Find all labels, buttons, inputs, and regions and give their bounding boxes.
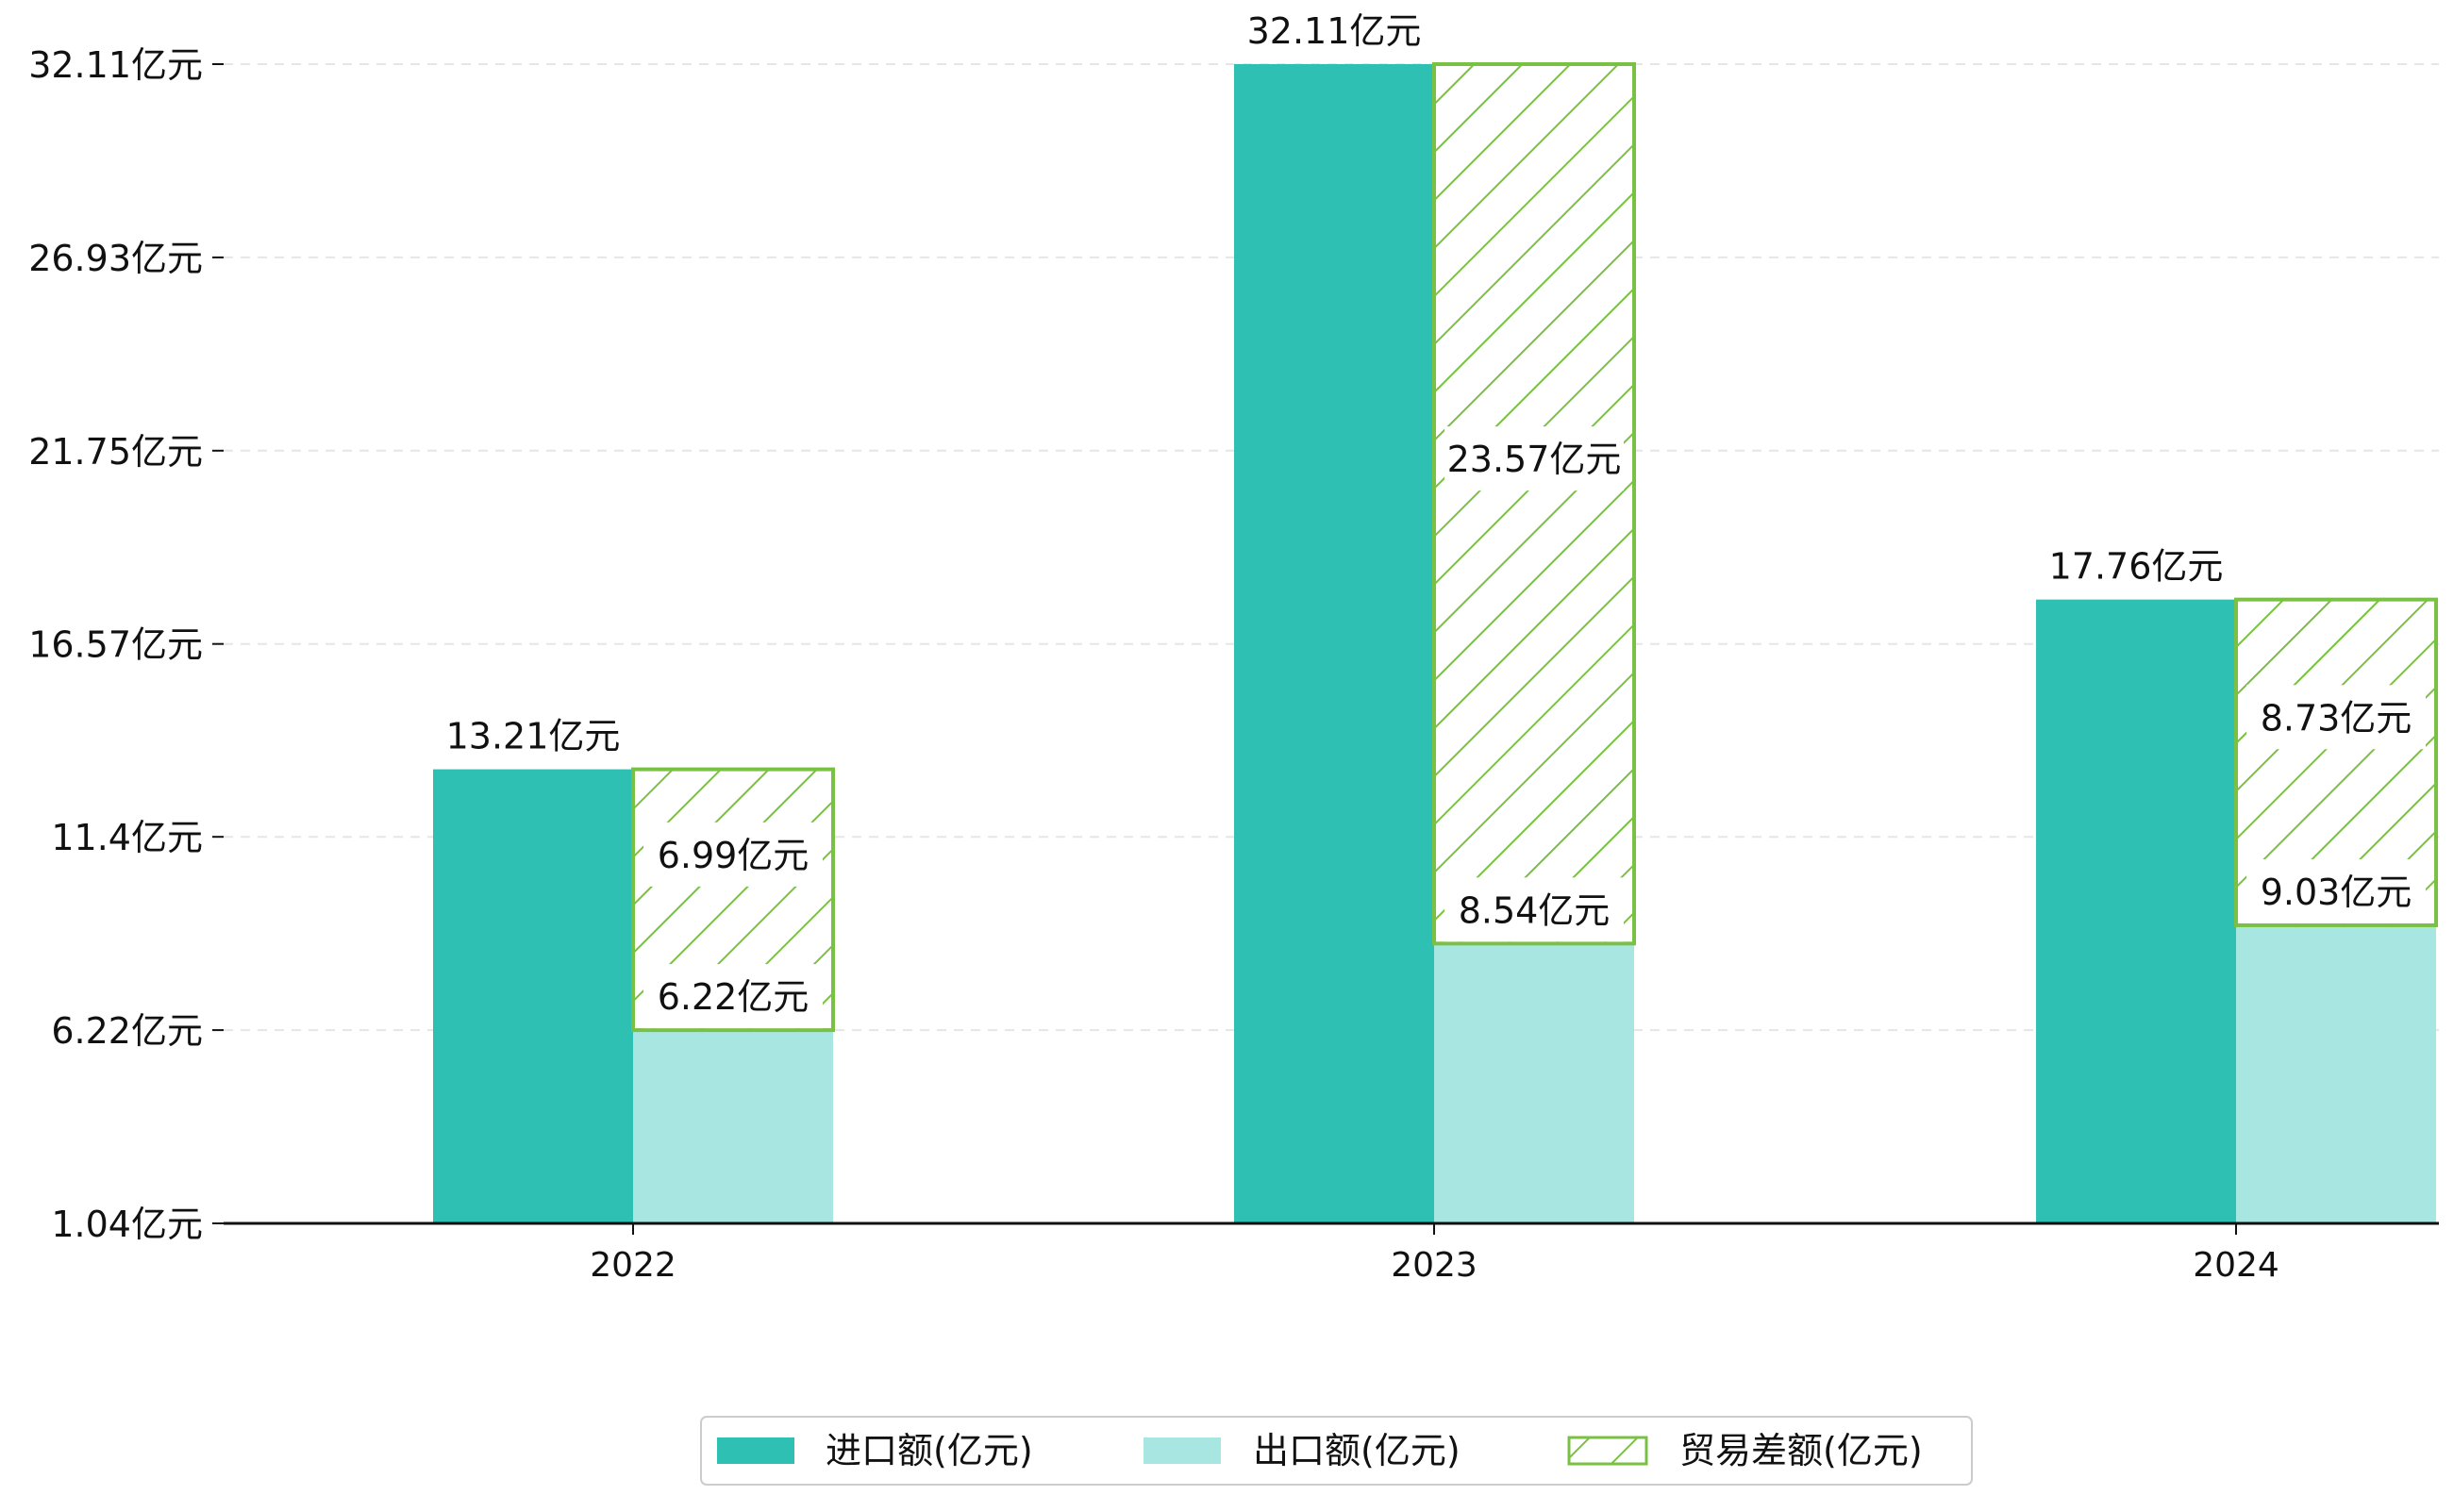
data-label-background [643, 822, 823, 887]
data-label-trade-balance: 6.99亿元 [658, 835, 810, 876]
data-label-trade-balance: 8.73亿元 [2261, 697, 2412, 739]
data-label-export: 8.54亿元 [1459, 889, 1611, 931]
y-tick-label: 6.22亿元 [51, 1010, 203, 1052]
data-label-background [1444, 877, 1624, 942]
y-tick-label: 16.57亿元 [28, 624, 203, 666]
y-tick-label: 32.11亿元 [28, 44, 203, 86]
data-label-export: 9.03亿元 [2261, 872, 2412, 913]
data-label-import: 13.21亿元 [446, 716, 621, 757]
data-label-import: 17.76亿元 [2049, 546, 2224, 588]
data-label-export: 6.22亿元 [658, 976, 810, 1018]
x-tick-label: 2022 [590, 1246, 676, 1285]
x-tick-label: 2023 [1391, 1246, 1477, 1285]
bar-import [1234, 64, 1434, 1223]
bar-export [1434, 943, 1634, 1223]
legend-swatch [717, 1437, 794, 1464]
data-label-background [2246, 858, 2426, 923]
bar-import [433, 769, 633, 1223]
legend-label: 贸易差额(亿元) [1679, 1430, 1923, 1471]
bar-trade-balance [1432, 62, 1636, 946]
data-label-import: 32.11亿元 [1247, 10, 1422, 52]
y-tick-label: 21.75亿元 [28, 431, 203, 473]
legend-label: 进口额(亿元) [826, 1430, 1033, 1471]
y-tick-label: 1.04亿元 [51, 1204, 203, 1245]
data-label-background [643, 964, 823, 1029]
data-label-background [2246, 685, 2426, 750]
data-label-background [1444, 426, 1624, 491]
legend-box [700, 1416, 1973, 1486]
y-tick-label: 26.93亿元 [28, 238, 203, 279]
data-label-trade-balance: 23.57亿元 [1447, 439, 1622, 480]
bar-import [2036, 599, 2236, 1223]
legend-swatch [1567, 1436, 1648, 1466]
legend-label: 出口额(亿元) [1253, 1430, 1461, 1471]
bar-export [633, 1030, 833, 1223]
bar-export [2236, 924, 2436, 1223]
legend-swatch [1144, 1437, 1221, 1464]
x-tick-label: 2024 [2193, 1246, 2279, 1285]
y-tick-label: 11.4亿元 [51, 817, 203, 858]
